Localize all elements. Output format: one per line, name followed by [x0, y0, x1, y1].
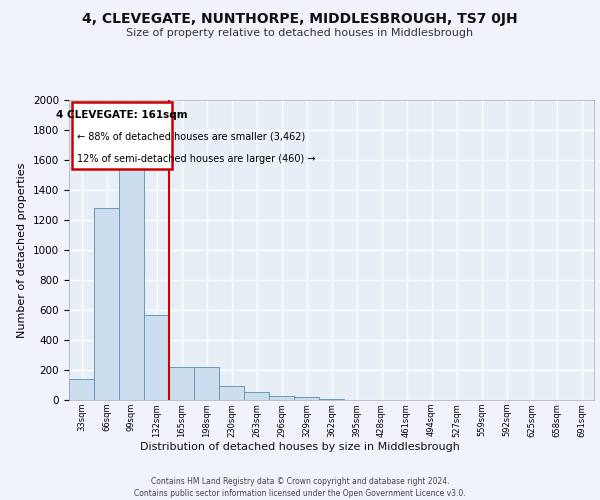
Bar	[194, 367, 219, 400]
Bar	[294, 397, 319, 400]
Text: Contains public sector information licensed under the Open Government Licence v3: Contains public sector information licen…	[134, 489, 466, 498]
Text: Distribution of detached houses by size in Middlesbrough: Distribution of detached houses by size …	[140, 442, 460, 452]
Text: Contains HM Land Registry data © Crown copyright and database right 2024.: Contains HM Land Registry data © Crown c…	[151, 478, 449, 486]
Bar	[119, 164, 144, 400]
Text: 4, CLEVEGATE, NUNTHORPE, MIDDLESBROUGH, TS7 0JH: 4, CLEVEGATE, NUNTHORPE, MIDDLESBROUGH, …	[82, 12, 518, 26]
Bar	[169, 367, 194, 400]
Y-axis label: Number of detached properties: Number of detached properties	[17, 162, 28, 338]
FancyBboxPatch shape	[71, 102, 172, 169]
Text: ← 88% of detached houses are smaller (3,462): ← 88% of detached houses are smaller (3,…	[77, 132, 305, 141]
Bar	[144, 314, 169, 400]
Bar	[94, 208, 119, 400]
Bar	[219, 386, 244, 400]
Text: 12% of semi-detached houses are larger (460) →: 12% of semi-detached houses are larger (…	[77, 154, 316, 164]
Bar	[69, 379, 94, 400]
Text: Size of property relative to detached houses in Middlesbrough: Size of property relative to detached ho…	[127, 28, 473, 38]
Bar	[269, 396, 294, 400]
Bar	[244, 392, 269, 400]
Bar	[319, 398, 344, 400]
Text: 4 CLEVEGATE: 161sqm: 4 CLEVEGATE: 161sqm	[56, 110, 187, 120]
